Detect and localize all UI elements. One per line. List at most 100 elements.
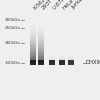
Bar	[59, 58, 65, 59]
Text: K-562: K-562	[33, 0, 47, 10]
Bar	[38, 25, 44, 26]
Bar	[30, 57, 36, 58]
Bar	[38, 28, 44, 29]
Bar	[49, 55, 55, 56]
Text: 250kDa: 250kDa	[4, 26, 20, 30]
Bar	[38, 33, 44, 34]
Bar	[38, 44, 44, 45]
Bar	[49, 56, 55, 57]
Bar	[49, 57, 55, 58]
Bar	[59, 61, 65, 62]
Bar	[38, 30, 44, 31]
Bar	[30, 56, 36, 57]
Bar	[68, 60, 74, 61]
Bar	[30, 22, 36, 23]
Text: U-87MG: U-87MG	[52, 0, 70, 10]
Bar	[59, 55, 65, 56]
Bar	[30, 31, 36, 32]
Bar	[30, 59, 36, 60]
Bar	[30, 46, 36, 47]
Bar	[38, 53, 44, 54]
Bar	[49, 53, 55, 54]
Bar	[38, 51, 44, 52]
Bar	[30, 28, 36, 29]
Bar	[38, 20, 44, 21]
Bar	[30, 25, 36, 26]
Bar	[38, 48, 44, 49]
Bar	[30, 39, 36, 40]
Bar	[30, 21, 36, 22]
Bar	[30, 43, 36, 44]
Bar	[30, 33, 36, 34]
Bar	[68, 54, 74, 55]
Bar	[68, 56, 74, 57]
Bar	[38, 34, 44, 35]
Text: HeLa: HeLa	[62, 0, 74, 10]
Bar	[38, 35, 44, 36]
Bar	[49, 59, 55, 60]
Bar	[38, 52, 44, 53]
Bar	[68, 57, 74, 58]
Bar	[49, 62, 55, 63]
Bar	[38, 38, 44, 39]
Bar	[38, 40, 44, 41]
Bar	[30, 29, 36, 30]
Bar	[38, 60, 44, 61]
Bar	[30, 37, 36, 38]
Bar	[49, 58, 55, 59]
Bar	[68, 60, 74, 65]
Text: 130kDa: 130kDa	[4, 61, 20, 65]
Bar	[30, 24, 36, 25]
Bar	[38, 58, 44, 59]
Bar	[49, 54, 55, 55]
Bar	[30, 44, 36, 45]
Bar	[30, 50, 36, 51]
Bar	[38, 57, 44, 58]
Bar	[30, 32, 36, 33]
Bar	[30, 45, 36, 46]
Bar	[30, 41, 36, 42]
Bar	[30, 34, 36, 35]
Text: 293T: 293T	[41, 0, 54, 10]
Bar	[38, 21, 44, 22]
Bar	[38, 49, 44, 50]
Text: DHX9: DHX9	[86, 60, 100, 65]
Bar	[59, 57, 65, 58]
Bar	[68, 58, 74, 59]
Bar	[68, 53, 74, 54]
Bar	[38, 39, 44, 40]
Bar	[59, 59, 65, 60]
Bar	[30, 60, 36, 65]
Bar	[30, 48, 36, 49]
Bar	[38, 60, 44, 65]
Bar	[38, 41, 44, 42]
Bar	[38, 50, 44, 51]
Bar	[30, 27, 36, 28]
Bar	[38, 43, 44, 44]
Bar	[38, 42, 44, 43]
Bar	[30, 23, 36, 24]
Bar	[38, 29, 44, 30]
Bar	[38, 32, 44, 33]
Bar	[68, 61, 74, 62]
Bar	[38, 23, 44, 24]
Bar	[30, 58, 36, 59]
Bar	[30, 30, 36, 31]
Bar	[38, 56, 44, 57]
Bar	[30, 52, 36, 53]
Bar	[38, 24, 44, 25]
Bar	[30, 61, 36, 62]
Bar	[38, 22, 44, 23]
Bar	[38, 54, 44, 55]
Bar	[59, 62, 65, 63]
Bar	[59, 54, 65, 55]
Bar	[38, 62, 44, 63]
Bar	[59, 56, 65, 57]
Bar	[30, 38, 36, 39]
Bar	[38, 46, 44, 47]
Bar	[30, 20, 36, 21]
Bar	[49, 61, 55, 62]
Bar	[38, 31, 44, 32]
Bar	[30, 47, 36, 48]
Bar	[38, 55, 44, 56]
